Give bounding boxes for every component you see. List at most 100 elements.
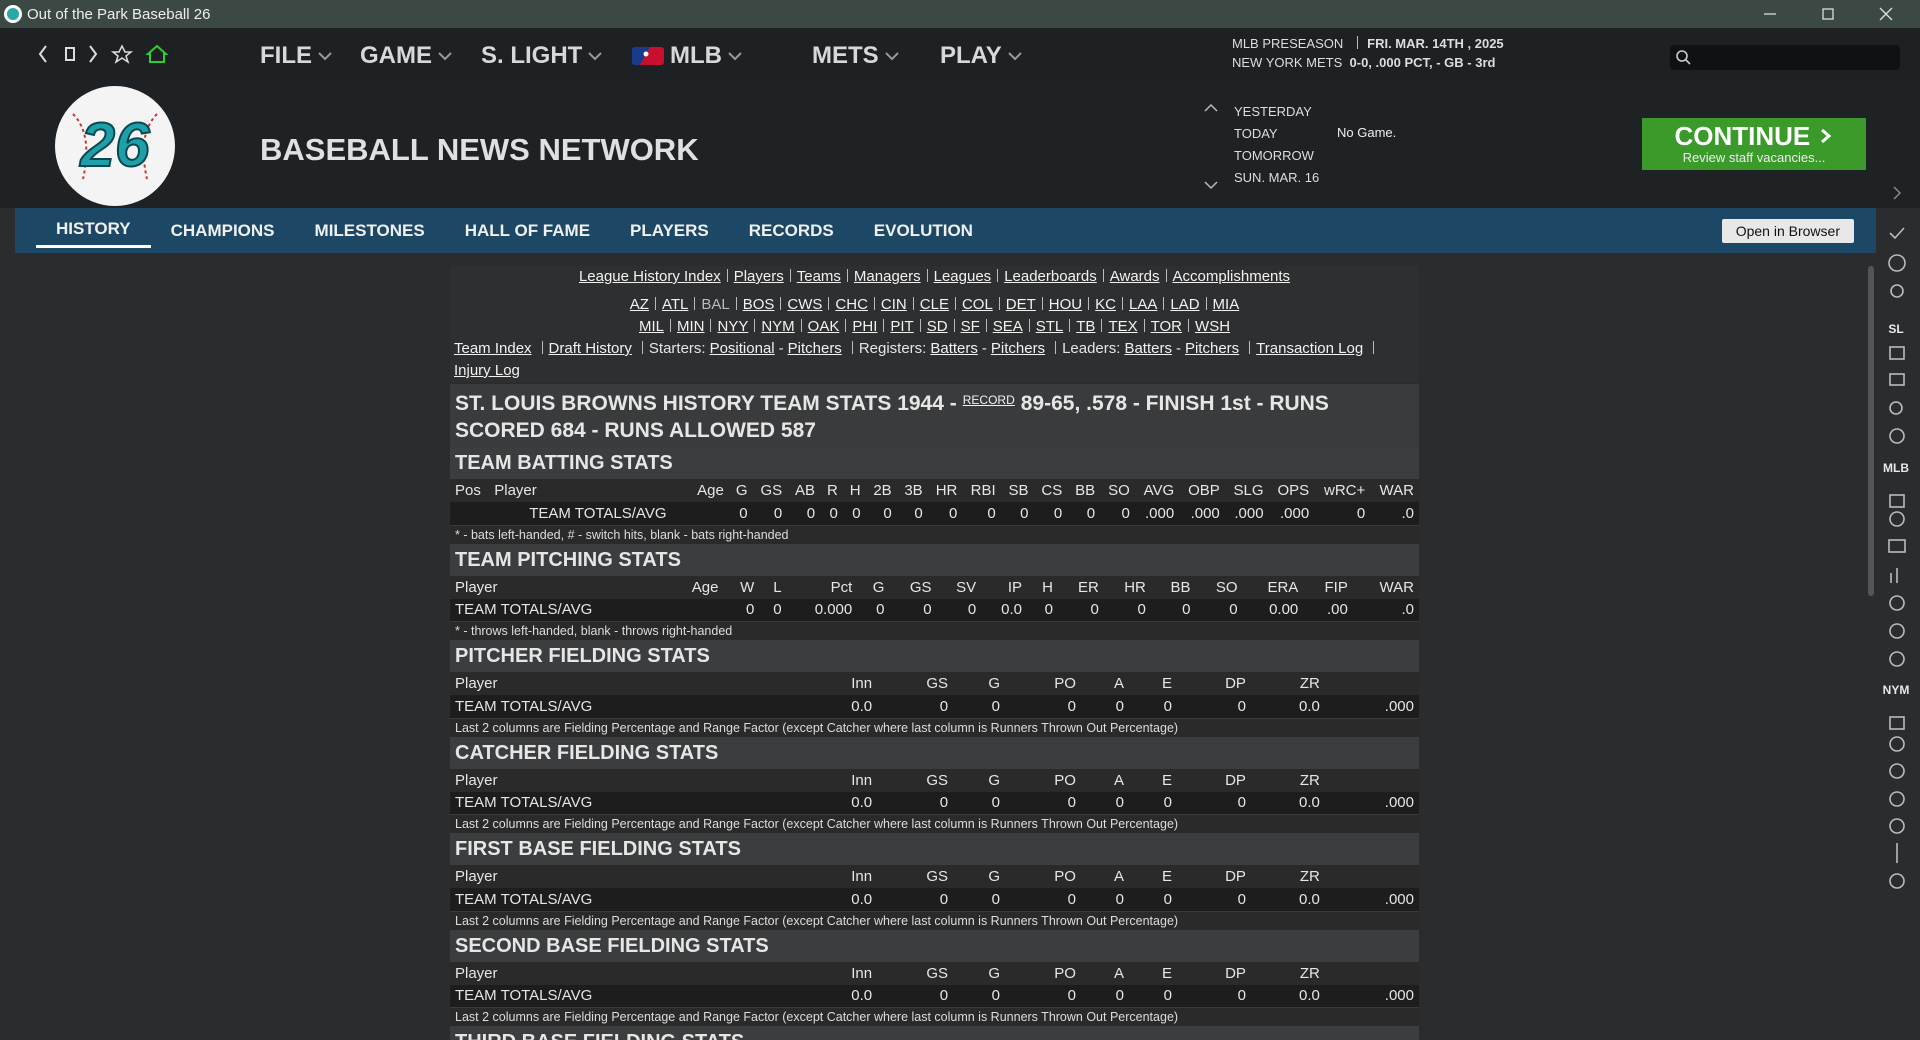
tab[interactable]: EVOLUTION (873, 220, 973, 240)
collapse-icon[interactable] (1890, 183, 1910, 203)
link[interactable]: Teams (796, 268, 841, 285)
team-line: NEW YORK METS 0-0, .000 PCT, - GB - 3rd (1232, 55, 1495, 70)
link[interactable]: CIN (880, 296, 907, 313)
menu-item[interactable]: MLB (632, 42, 742, 70)
column-header: L (759, 575, 787, 599)
link[interactable]: Leaderboards (1004, 268, 1097, 285)
cell: .000 (1324, 984, 1419, 1008)
table-note: * - bats left-handed, # - switch hits, b… (450, 525, 1419, 544)
link[interactable]: MIL (638, 318, 664, 335)
separator (1143, 319, 1145, 332)
cell: 0 (1005, 695, 1081, 719)
cell: 0 (1176, 791, 1251, 815)
link[interactable]: BOS (742, 296, 775, 313)
separator (789, 269, 791, 282)
nav-icons[interactable] (30, 40, 170, 68)
link[interactable]: League History Index (578, 268, 721, 285)
schedule-day[interactable]: YESTERDAY (1234, 104, 1312, 119)
menu-item[interactable]: GAME (360, 42, 452, 70)
link[interactable]: Draft History (548, 340, 632, 357)
link[interactable]: Accomplishments (1172, 268, 1291, 285)
link[interactable]: LAA (1128, 296, 1158, 313)
data-row: TEAM TOTALS/AVG 0 0 0 0 0 0 0 0 0 0 0 0 0.000.000.000… (450, 502, 1419, 526)
sub-nav: Team Index Draft History Starters: Position… (450, 338, 1419, 382)
link[interactable]: TB (1076, 318, 1096, 335)
schedule-day[interactable]: TODAY (1234, 126, 1278, 141)
link[interactable]: HOU (1048, 296, 1083, 313)
schedule-day[interactable]: SUN. MAR. 16 (1234, 170, 1320, 185)
menu-item[interactable]: PLAY (940, 42, 1022, 70)
link[interactable]: CHC (835, 296, 868, 313)
link[interactable]: LAD (1170, 296, 1200, 313)
link[interactable]: Pitchers (1184, 340, 1240, 357)
link[interactable]: COL (961, 296, 993, 313)
tab[interactable]: RECORDS (748, 220, 834, 240)
link[interactable]: Transaction Log (1256, 340, 1364, 357)
column-header: Inn (803, 961, 878, 985)
link[interactable]: STL (1035, 318, 1064, 335)
continue-button[interactable]: CONTINUE Review staff vacancies... (1642, 118, 1866, 170)
search-box[interactable] (1670, 45, 1900, 70)
menu-item[interactable]: FILE (260, 42, 332, 70)
cell: 0 (1195, 598, 1243, 622)
tab[interactable]: MILESTONES (314, 220, 425, 240)
link[interactable]: PIT (890, 318, 914, 335)
link[interactable]: TEX (1108, 318, 1138, 335)
column-header: Inn (803, 672, 878, 695)
sidebar-label: MLB (1883, 461, 1909, 475)
separator (780, 297, 782, 310)
link[interactable]: TOR (1150, 318, 1183, 335)
link[interactable]: AZ (629, 296, 649, 313)
link[interactable]: NYM (761, 318, 795, 335)
menu-item[interactable]: METS (784, 42, 899, 70)
link[interactable]: SF (960, 318, 980, 335)
open-in-browser[interactable]: Open in Browser (1721, 219, 1854, 243)
cell: 0 (1080, 888, 1129, 912)
tab[interactable]: CHAMPIONS (170, 220, 275, 240)
link[interactable]: NYY (717, 318, 749, 335)
link[interactable]: MIN (676, 318, 705, 335)
schedule-arrows[interactable] (1203, 102, 1219, 192)
tab[interactable]: PLAYERS (630, 220, 709, 240)
link[interactable]: Awards (1109, 268, 1160, 285)
link[interactable]: KC (1095, 296, 1116, 313)
cell: 0 (936, 598, 982, 622)
link[interactable]: SD (926, 318, 948, 335)
link[interactable]: PHI (852, 318, 878, 335)
link[interactable]: OAK (807, 318, 840, 335)
link[interactable]: DET (1005, 296, 1036, 313)
tab[interactable]: HALL OF FAME (464, 220, 591, 240)
link[interactable]: Leagues (933, 268, 992, 285)
link[interactable]: Injury Log (454, 362, 520, 379)
menu-label: S. LIGHT (481, 42, 583, 69)
record-link[interactable]: RECORD (962, 393, 1015, 407)
table-note: Last 2 columns are Fielding Percentage a… (450, 1008, 1419, 1026)
tab[interactable]: HISTORY (36, 213, 151, 248)
link[interactable]: Pitchers (990, 340, 1046, 357)
column-header: GS (877, 672, 954, 695)
menu-item[interactable]: S. LIGHT (481, 42, 603, 70)
cell: .000 (1134, 502, 1180, 526)
link[interactable]: CWS (787, 296, 823, 313)
scrollbar[interactable] (1868, 266, 1874, 596)
column-header: FIP (1303, 575, 1353, 599)
link[interactable]: Team Index (454, 340, 532, 357)
link[interactable]: Batters (1124, 340, 1172, 357)
link[interactable]: Positional (709, 340, 775, 357)
link[interactable]: Pitchers (787, 340, 842, 357)
schedule-day[interactable]: TOMORROW (1234, 148, 1314, 163)
link[interactable]: Managers (853, 268, 921, 285)
window-controls[interactable] (1750, 0, 1920, 28)
link[interactable]: ATL (661, 296, 689, 313)
stats-table: Player Inn GS G PO A E DP ZR TEAM TOTALS/AVG 0.0 0 0… (450, 961, 1419, 1008)
link[interactable]: CLE (919, 296, 949, 313)
separator (1041, 297, 1043, 310)
link[interactable]: MIA (1212, 296, 1240, 313)
link[interactable]: Players (733, 268, 784, 285)
link[interactable]: Batters (930, 340, 978, 357)
link[interactable]: SEA (992, 318, 1023, 335)
menu-label: PLAY (940, 42, 1002, 69)
separator (998, 297, 1000, 310)
link[interactable]: WSH (1195, 318, 1231, 335)
sidebar-icons[interactable] (1876, 208, 1920, 898)
